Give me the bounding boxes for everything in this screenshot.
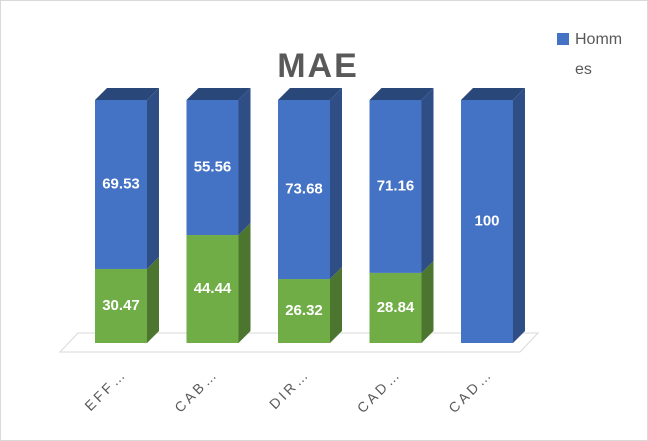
bar-top: [369, 88, 434, 100]
bar-segment: [461, 88, 525, 343]
bar-front: [186, 100, 239, 236]
legend-swatch: [557, 33, 569, 45]
bar-segment: [369, 88, 434, 273]
bar-front: [95, 268, 147, 343]
bar-side: [421, 88, 434, 273]
bar-top: [95, 88, 159, 100]
bar-top: [186, 88, 251, 100]
bar-segment: [186, 223, 251, 343]
bar-front: [461, 100, 513, 343]
bar-side: [421, 260, 434, 343]
bar-side: [147, 256, 159, 343]
bar-front: [369, 272, 422, 343]
bar-side: [147, 88, 159, 269]
data-label: 26.32: [285, 302, 323, 319]
bar-front: [278, 279, 330, 343]
bar-side: [330, 88, 342, 280]
bar-segment: [278, 88, 342, 280]
data-label: 28.84: [377, 299, 415, 316]
bar-top: [278, 88, 342, 100]
bar-front: [369, 100, 422, 273]
data-label: 69.53: [102, 175, 140, 192]
bar-segment: [278, 267, 342, 343]
data-label: 30.47: [102, 297, 140, 314]
floor: [58, 332, 540, 353]
bar-side: [330, 267, 342, 343]
bar-side: [238, 88, 251, 236]
bar-side: [238, 223, 251, 343]
bar-top: [461, 88, 525, 100]
bar-front: [278, 100, 330, 280]
data-label: 55.56: [194, 158, 232, 175]
bar-segment: [369, 260, 434, 343]
chart-title: MAE: [277, 47, 359, 85]
legend-label: Homm es: [575, 31, 622, 78]
bar-side: [513, 88, 525, 343]
data-label: 100: [474, 212, 499, 229]
data-label: 71.16: [377, 177, 415, 194]
data-label: 73.68: [285, 180, 323, 197]
bar-segment: [95, 256, 159, 343]
bar-segment: [186, 88, 251, 236]
bar-segment: [95, 88, 159, 269]
bar-front: [95, 100, 147, 269]
bar-front: [186, 235, 239, 343]
data-label: 44.44: [194, 280, 232, 297]
